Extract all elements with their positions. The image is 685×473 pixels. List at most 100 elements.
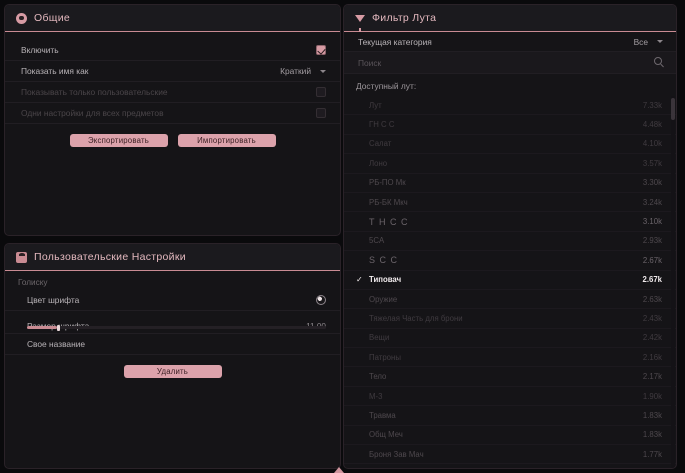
font-size-slider-knob[interactable] (56, 324, 60, 331)
import-button[interactable]: Импортировать (177, 134, 276, 147)
loot-item-name: Салат (369, 139, 392, 149)
delete-button[interactable]: Удалить (123, 365, 222, 378)
loot-list-scrollbar[interactable] (671, 96, 675, 468)
loot-list-item[interactable]: ГН С С 4.48k (344, 115, 676, 135)
loot-item-name: Травма (369, 410, 396, 420)
loot-item-name: Типовач (369, 275, 402, 285)
loot-item-value: 7.33k (642, 100, 662, 110)
setting-label-only-custom: Показывать только пользовательские (21, 87, 168, 97)
loot-item-name: Тело (369, 372, 387, 382)
search-icon[interactable] (654, 57, 665, 68)
custom-name-label: Свое название (27, 339, 86, 349)
setting-row-same-settings: Одни настройки для всех предметов (5, 103, 340, 124)
loot-item-name: 5CA (369, 236, 385, 246)
loot-list-item[interactable]: Салат 4.10k (344, 135, 676, 155)
loot-item-value: 3.30k (642, 178, 662, 188)
loot-item-name: Тяжелая Часть для брони (369, 313, 463, 323)
loot-list-item[interactable]: ✓ Типовач 2.67k (344, 271, 676, 290)
setting-row-show-name-as[interactable]: Показать имя как Краткий (5, 61, 340, 82)
loot-item-name: Общ Меч (369, 430, 403, 440)
user-settings-buttons: Удалить (5, 355, 340, 378)
right-column: Фильтр Лута Текущая категория Все Поиск … (341, 0, 681, 473)
setting-label-show-name-as: Показать имя как (21, 66, 89, 76)
font-color-label: Цвет шрифта (27, 295, 80, 305)
available-loot-label: Доступный лут: (356, 81, 417, 91)
loot-list-item[interactable]: Оружие 2.63k (344, 290, 676, 310)
loot-item-name: Броня Зав Мач (369, 449, 424, 459)
loot-item-name: Т Н С С (369, 216, 409, 227)
loot-list-item[interactable]: Лут 7.33k (344, 96, 676, 116)
loot-list-item[interactable]: Т Н С С 3.10k (344, 212, 676, 232)
loot-list-item[interactable]: РБ-ПО Мк 3.30k (344, 174, 676, 193)
loot-item-name: Оружие (369, 294, 398, 304)
loot-list-item[interactable]: Лоно 3.57k (344, 154, 676, 174)
setting-label-same-settings: Одни настройки для всех предметов (21, 108, 164, 118)
loot-list-item[interactable]: Травма 1.83k (344, 406, 676, 426)
only-custom-checkbox (316, 87, 326, 97)
loot-item-value: 4.48k (642, 120, 662, 130)
general-panel-header: Общие (5, 5, 340, 32)
current-category-label: Текущая категория (358, 36, 432, 47)
custom-name-row[interactable]: Свое название (5, 334, 340, 355)
show-name-as-dropdown[interactable]: Краткий (280, 66, 326, 76)
loot-item-name: Вещи (369, 333, 390, 343)
loot-list-item[interactable]: S C C 2.67k (344, 251, 676, 271)
loot-list-item[interactable]: Вещи 2.42k (344, 329, 676, 349)
loot-list-item[interactable]: Броня Зав Мач 1.77k (344, 445, 676, 465)
loot-list-item[interactable]: 5CA 2.93k (344, 232, 676, 252)
font-size-row[interactable]: Размер шрифта 11.00 (5, 311, 340, 334)
user-settings-panel-header: Пользовательские Настройки (5, 244, 340, 271)
chevron-down-icon (657, 40, 663, 43)
loot-item-name: Лоно (369, 158, 388, 168)
loot-list-item[interactable]: РБ-БК Мкч 3.24k (344, 193, 676, 213)
loot-item-value: 1.83k (642, 410, 662, 420)
loot-item-name: Патроны (369, 352, 401, 362)
check-icon: ✓ (356, 274, 363, 284)
loot-item-value: 2.93k (642, 236, 662, 246)
loot-item-value: 3.57k (642, 158, 662, 168)
general-buttons: Экспортировать Импортировать (5, 124, 340, 147)
loot-item-value: 1.83k (642, 430, 662, 440)
loot-list-item[interactable]: Тело 2.17k (344, 367, 676, 387)
loot-item-name: S C C (369, 255, 399, 266)
loot-list-item[interactable]: М-3 1.90k (344, 387, 676, 407)
loot-list-item[interactable]: Тяжелая Часть для брони 2.43k (344, 309, 676, 329)
loot-list-item[interactable]: Общ Меч 1.83k (344, 426, 676, 446)
loot-filter-panel-title: Фильтр Лута (372, 12, 437, 24)
enable-checkbox[interactable] (316, 45, 326, 55)
search-input[interactable]: Поиск (358, 57, 382, 68)
loot-item-name: Лут (369, 100, 382, 110)
same-settings-checkbox (316, 108, 326, 118)
loot-item-value: 1.77k (642, 449, 662, 459)
loot-item-value: 2.16k (642, 352, 662, 362)
export-button[interactable]: Экспортировать (69, 134, 168, 147)
loot-list-item[interactable]: Ткань1.20k (344, 464, 676, 468)
setting-row-enable[interactable]: Включить (5, 40, 340, 61)
loot-item-value: 2.63k (642, 294, 662, 304)
user-icon (16, 251, 27, 263)
current-category-row[interactable]: Текущая категория Все (344, 32, 676, 52)
resize-handle-icon[interactable] (334, 467, 344, 473)
current-category-dropdown[interactable]: Все (634, 37, 663, 47)
user-settings-panel-title: Пользовательские Настройки (34, 251, 186, 263)
loot-item-name: РБ-ПО Мк (369, 178, 406, 188)
loot-item-name: ГН С С (369, 120, 395, 130)
color-swatch-icon[interactable] (316, 295, 326, 305)
loot-item-value: 2.42k (642, 333, 662, 343)
current-category-value: Все (633, 36, 648, 47)
loot-list-scroll-thumb[interactable] (671, 98, 675, 120)
loot-search-row[interactable]: Поиск (344, 52, 676, 74)
setting-row-only-custom: Показывать только пользовательские (5, 82, 340, 103)
left-column: Общие Включить Показать имя как Краткий (0, 0, 341, 473)
loot-item-name: РБ-БК Мкч (369, 197, 408, 207)
setting-label-enable: Включить (21, 45, 59, 55)
loot-item-value: 2.17k (642, 372, 662, 382)
loot-list-item[interactable]: Патроны 2.16k (344, 348, 676, 368)
font-color-row[interactable]: Цвет шрифта (5, 290, 340, 311)
loot-list[interactable]: Лут 7.33k ГН С С 4.48k Салат 4.10k Лоно 3.57k РБ… (344, 96, 676, 468)
general-panel: Общие Включить Показать имя как Краткий (4, 4, 341, 236)
font-size-slider-fill (27, 326, 57, 329)
loot-item-value: 3.24k (642, 197, 662, 207)
font-size-slider-track[interactable] (27, 324, 326, 331)
